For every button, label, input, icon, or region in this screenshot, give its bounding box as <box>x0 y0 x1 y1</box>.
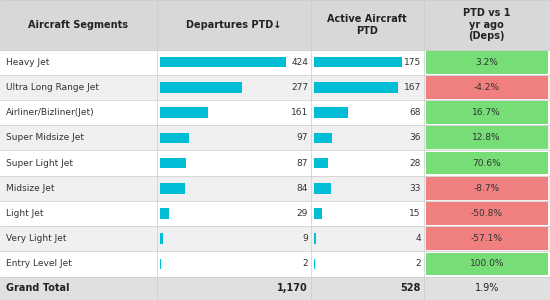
Text: 4: 4 <box>415 234 421 243</box>
Bar <box>0 75 550 100</box>
Text: Active Aircraft
PTD: Active Aircraft PTD <box>327 14 407 35</box>
Text: -57.1%: -57.1% <box>471 234 503 243</box>
Bar <box>0 176 550 201</box>
Text: Super Midsize Jet: Super Midsize Jet <box>6 133 84 142</box>
Bar <box>426 51 548 74</box>
Bar <box>426 76 548 99</box>
Text: 29: 29 <box>296 209 308 218</box>
Bar <box>426 101 548 124</box>
Bar <box>426 126 548 149</box>
Text: 12.8%: 12.8% <box>472 133 501 142</box>
Bar <box>426 177 548 200</box>
Text: 87: 87 <box>296 158 308 167</box>
Text: 68: 68 <box>409 108 421 117</box>
Bar <box>0 0 550 50</box>
Bar <box>0 277 550 300</box>
Bar <box>160 158 186 168</box>
Text: 277: 277 <box>291 83 308 92</box>
Text: 528: 528 <box>400 283 421 293</box>
Bar <box>0 251 550 277</box>
Bar <box>160 233 163 244</box>
Bar <box>160 183 185 194</box>
Bar <box>314 158 328 168</box>
Text: 3.2%: 3.2% <box>475 58 498 67</box>
Text: Airliner/Bizliner(Jet): Airliner/Bizliner(Jet) <box>6 108 94 117</box>
Bar <box>0 226 550 251</box>
Text: 28: 28 <box>409 158 421 167</box>
Text: 15: 15 <box>409 209 421 218</box>
Text: 2: 2 <box>415 260 421 268</box>
Text: Departures PTD↓: Departures PTD↓ <box>186 20 282 30</box>
Bar <box>160 107 208 118</box>
Text: 1,170: 1,170 <box>277 283 308 293</box>
Bar <box>0 50 550 75</box>
Bar <box>426 253 548 275</box>
Text: Midsize Jet: Midsize Jet <box>6 184 54 193</box>
Text: 16.7%: 16.7% <box>472 108 501 117</box>
Text: PTD vs 1
yr ago
(Deps): PTD vs 1 yr ago (Deps) <box>463 8 510 41</box>
Text: Entry Level Jet: Entry Level Jet <box>6 260 72 268</box>
Bar <box>160 133 189 143</box>
Text: 424: 424 <box>291 58 308 67</box>
Text: 84: 84 <box>296 184 308 193</box>
Bar <box>426 202 548 225</box>
Bar <box>160 259 161 269</box>
Text: 70.6%: 70.6% <box>472 158 501 167</box>
Bar <box>160 208 169 219</box>
Bar <box>314 133 332 143</box>
Text: 97: 97 <box>296 133 308 142</box>
Bar <box>314 107 348 118</box>
Bar <box>426 227 548 250</box>
Bar <box>0 201 550 226</box>
Text: Heavy Jet: Heavy Jet <box>6 58 49 67</box>
Bar <box>0 100 550 125</box>
Bar <box>314 183 331 194</box>
Text: 100.0%: 100.0% <box>470 260 504 268</box>
Text: 161: 161 <box>291 108 308 117</box>
Text: 167: 167 <box>404 83 421 92</box>
Bar <box>314 82 398 93</box>
Bar <box>314 233 316 244</box>
Text: -4.2%: -4.2% <box>474 83 500 92</box>
Text: Aircraft Segments: Aircraft Segments <box>29 20 128 30</box>
Text: -8.7%: -8.7% <box>474 184 500 193</box>
Text: 33: 33 <box>409 184 421 193</box>
Text: 2: 2 <box>302 260 308 268</box>
Bar <box>426 152 548 175</box>
Text: 1.9%: 1.9% <box>475 283 499 293</box>
Text: 175: 175 <box>404 58 421 67</box>
Text: 36: 36 <box>409 133 421 142</box>
Bar <box>160 57 286 68</box>
Text: Light Jet: Light Jet <box>6 209 43 218</box>
Bar <box>0 150 550 176</box>
Text: Ultra Long Range Jet: Ultra Long Range Jet <box>6 83 98 92</box>
Text: -50.8%: -50.8% <box>471 209 503 218</box>
Bar <box>314 208 322 219</box>
Bar <box>314 259 315 269</box>
Text: Very Light Jet: Very Light Jet <box>6 234 66 243</box>
Bar <box>314 57 402 68</box>
Bar <box>0 125 550 150</box>
Bar <box>160 82 243 93</box>
Text: Grand Total: Grand Total <box>6 283 69 293</box>
Text: Super Light Jet: Super Light Jet <box>6 158 73 167</box>
Text: 9: 9 <box>302 234 308 243</box>
